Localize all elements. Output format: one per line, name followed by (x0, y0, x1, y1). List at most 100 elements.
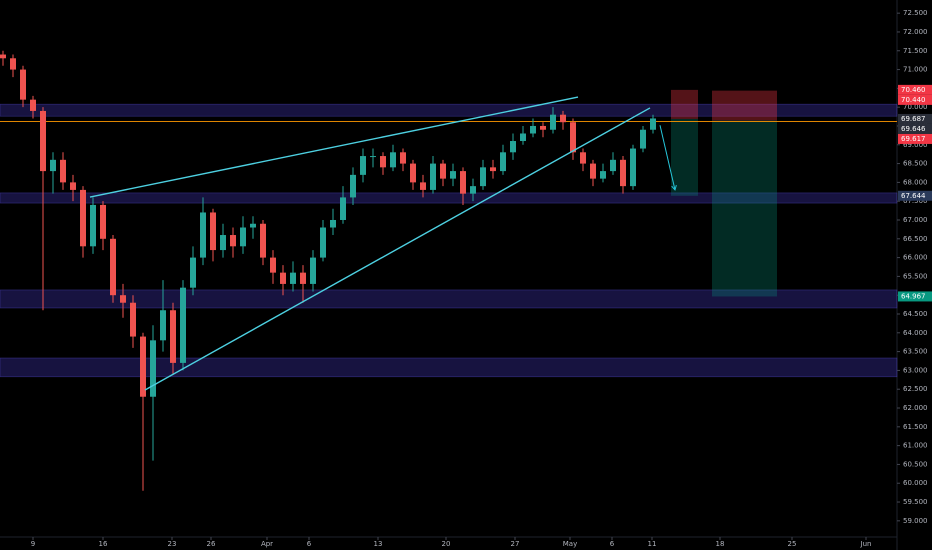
candle-body (40, 110, 46, 172)
trendline (89, 96, 579, 198)
y-tick-label: 68.500 (903, 160, 928, 168)
y-tick-label: 59.000 (903, 517, 928, 525)
price-label: 67.644 (901, 192, 926, 200)
y-tick-label: 70.000 (903, 103, 928, 111)
price-label-bg (898, 123, 932, 134)
candle-body (220, 235, 226, 251)
candle-body (410, 163, 416, 183)
price-label-bg (898, 133, 932, 144)
y-tick-label: 64.000 (903, 329, 928, 337)
arrow (659, 125, 676, 191)
candle-body (610, 159, 616, 172)
y-tick-label: 59.500 (903, 498, 928, 506)
candle-body (300, 272, 306, 284)
candle-body (140, 336, 146, 397)
y-tick-label: 72.500 (903, 9, 928, 17)
zone (0, 103, 898, 117)
y-tick-label: 64.500 (903, 310, 928, 318)
price-label: 69.617 (901, 135, 926, 143)
y-tick-label: 71.500 (903, 47, 928, 55)
x-tick-label: 11 (648, 540, 657, 548)
candle-body (380, 156, 386, 168)
y-tick-label: 69.000 (903, 141, 928, 149)
candle-body (460, 171, 466, 194)
candle-body (170, 310, 176, 363)
candle-body (50, 159, 56, 172)
candle-body (510, 141, 516, 153)
target-zone (671, 118, 698, 196)
candle-body (10, 58, 16, 70)
price-label-bg (898, 291, 932, 302)
y-tick-label: 72.000 (903, 28, 928, 36)
candle-body (360, 156, 366, 175)
y-tick-label: 61.000 (903, 442, 928, 450)
x-tick-label: May (563, 540, 577, 548)
y-tick-label: 66.500 (903, 235, 928, 243)
x-tick-label: 16 (99, 540, 108, 548)
candle-body (580, 152, 586, 164)
candle-body (210, 212, 216, 251)
candle-body (570, 122, 576, 153)
candle-body (560, 114, 566, 123)
x-tick-label: Jun (860, 540, 872, 548)
candle-body (20, 69, 26, 100)
candle-body (520, 133, 526, 142)
price-label: 69.687 (901, 115, 926, 123)
candle-body (640, 129, 646, 149)
x-tick-label: 23 (168, 540, 177, 548)
candle-body (200, 212, 206, 258)
x-tick-label: 6 (307, 540, 312, 548)
candle-body (540, 125, 546, 130)
candle-body (30, 99, 36, 111)
stop-zone (712, 90, 777, 121)
candle-body (530, 125, 536, 134)
candle-body (490, 167, 496, 172)
candle-body (370, 156, 376, 158)
candle-body (180, 287, 186, 363)
candle-body (500, 152, 506, 172)
candle-body (620, 159, 626, 187)
price-label: 69.646 (901, 125, 926, 133)
candle-body (390, 152, 396, 168)
price-label: 70.440 (901, 96, 926, 104)
candle-body (650, 118, 656, 130)
y-tick-label: 63.000 (903, 366, 928, 374)
candle-body (230, 235, 236, 247)
x-tick-label: 9 (31, 540, 35, 548)
x-tick-label: Apr (261, 540, 273, 548)
y-tick-label: 65.500 (903, 272, 928, 280)
trendline (144, 107, 651, 391)
candle-body (350, 174, 356, 198)
x-tick-label: 20 (442, 540, 451, 548)
zone (0, 289, 898, 309)
x-tick-label: 13 (374, 540, 383, 548)
y-tick-label: 62.500 (903, 385, 928, 393)
candle-body (550, 114, 556, 130)
arrow-head (671, 184, 677, 191)
candle-body (80, 189, 86, 247)
y-tick-label: 60.500 (903, 460, 928, 468)
price-label-bg (898, 94, 932, 105)
price-label-bg (898, 190, 932, 201)
price-label-bg (898, 113, 932, 124)
y-tick-label: 66.000 (903, 254, 928, 262)
candle-body (70, 182, 76, 190)
candle-body (480, 167, 486, 187)
y-tick-label: 60.000 (903, 479, 928, 487)
candle-body (100, 204, 106, 239)
candle-body (440, 163, 446, 179)
candle-body (240, 227, 246, 247)
price-label: 70.460 (901, 86, 926, 94)
candle-body (420, 182, 426, 190)
candle-body (600, 171, 606, 179)
x-tick-label: 26 (207, 540, 216, 548)
y-tick-label: 62.000 (903, 404, 928, 412)
candle-body (320, 227, 326, 258)
x-tick-label: 18 (716, 540, 725, 548)
candle-body (0, 54, 6, 59)
stop-zone (671, 89, 698, 119)
candle-body (120, 295, 126, 303)
candle-body (160, 310, 166, 341)
y-tick-label: 63.500 (903, 348, 928, 356)
